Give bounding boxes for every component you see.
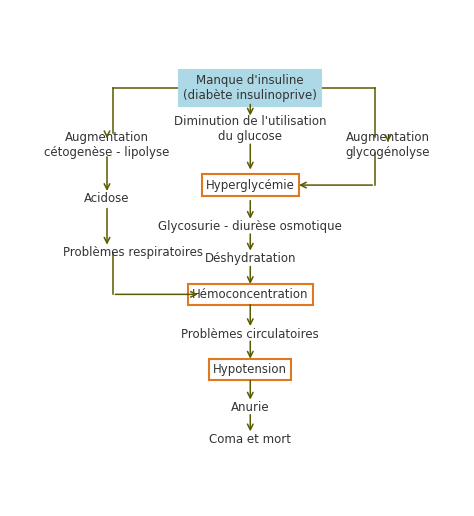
Text: Augmentation
glycogénolyse: Augmentation glycogénolyse xyxy=(346,132,430,159)
Text: Hypotension: Hypotension xyxy=(213,363,287,376)
Text: Acidose: Acidose xyxy=(84,192,130,205)
Text: Coma et mort: Coma et mort xyxy=(210,433,291,446)
Text: Déshydratation: Déshydratation xyxy=(204,252,296,265)
Text: Problèmes circulatoires: Problèmes circulatoires xyxy=(182,328,319,341)
Text: Hyperglycémie: Hyperglycémie xyxy=(206,179,295,191)
Text: Diminution de l'utilisation
du glucose: Diminution de l'utilisation du glucose xyxy=(174,116,327,143)
Text: Hémoconcentration: Hémoconcentration xyxy=(192,288,309,301)
Text: Augmentation
cétogenèse - lipolyse: Augmentation cétogenèse - lipolyse xyxy=(44,132,170,159)
Text: Problèmes respiratoires: Problèmes respiratoires xyxy=(63,246,203,259)
Text: Glycosurie - diurèse osmotique: Glycosurie - diurèse osmotique xyxy=(158,220,342,233)
Text: Manque d'insuline
(diabète insulinoprive): Manque d'insuline (diabète insulinoprive… xyxy=(183,74,317,102)
Text: Anurie: Anurie xyxy=(231,401,270,414)
